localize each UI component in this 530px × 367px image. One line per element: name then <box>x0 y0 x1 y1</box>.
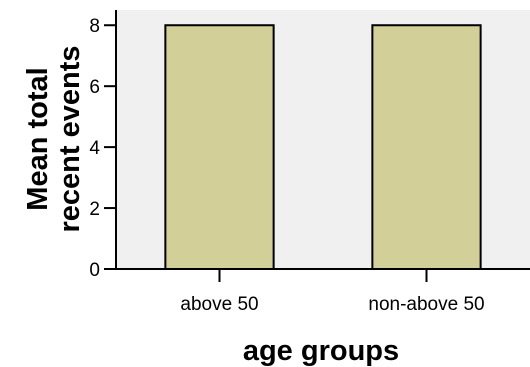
bar-0 <box>164 24 275 271</box>
y-tick-label-2: 4 <box>89 138 100 159</box>
y-tick-label-4: 8 <box>89 16 100 37</box>
y-axis-title-line-2: recent events <box>54 46 86 233</box>
bar-1 <box>371 24 482 271</box>
y-tick-label-0: 0 <box>89 260 100 281</box>
y-tick-label-3: 6 <box>89 77 100 98</box>
y-axis-title-line-1: Mean total <box>22 67 54 210</box>
x-tick-label-0: above 50 <box>180 294 258 315</box>
y-tick-label-1: 2 <box>89 199 100 220</box>
x-tick-label-1: non-above 50 <box>368 294 484 315</box>
x-axis-title: age groups <box>243 335 399 367</box>
